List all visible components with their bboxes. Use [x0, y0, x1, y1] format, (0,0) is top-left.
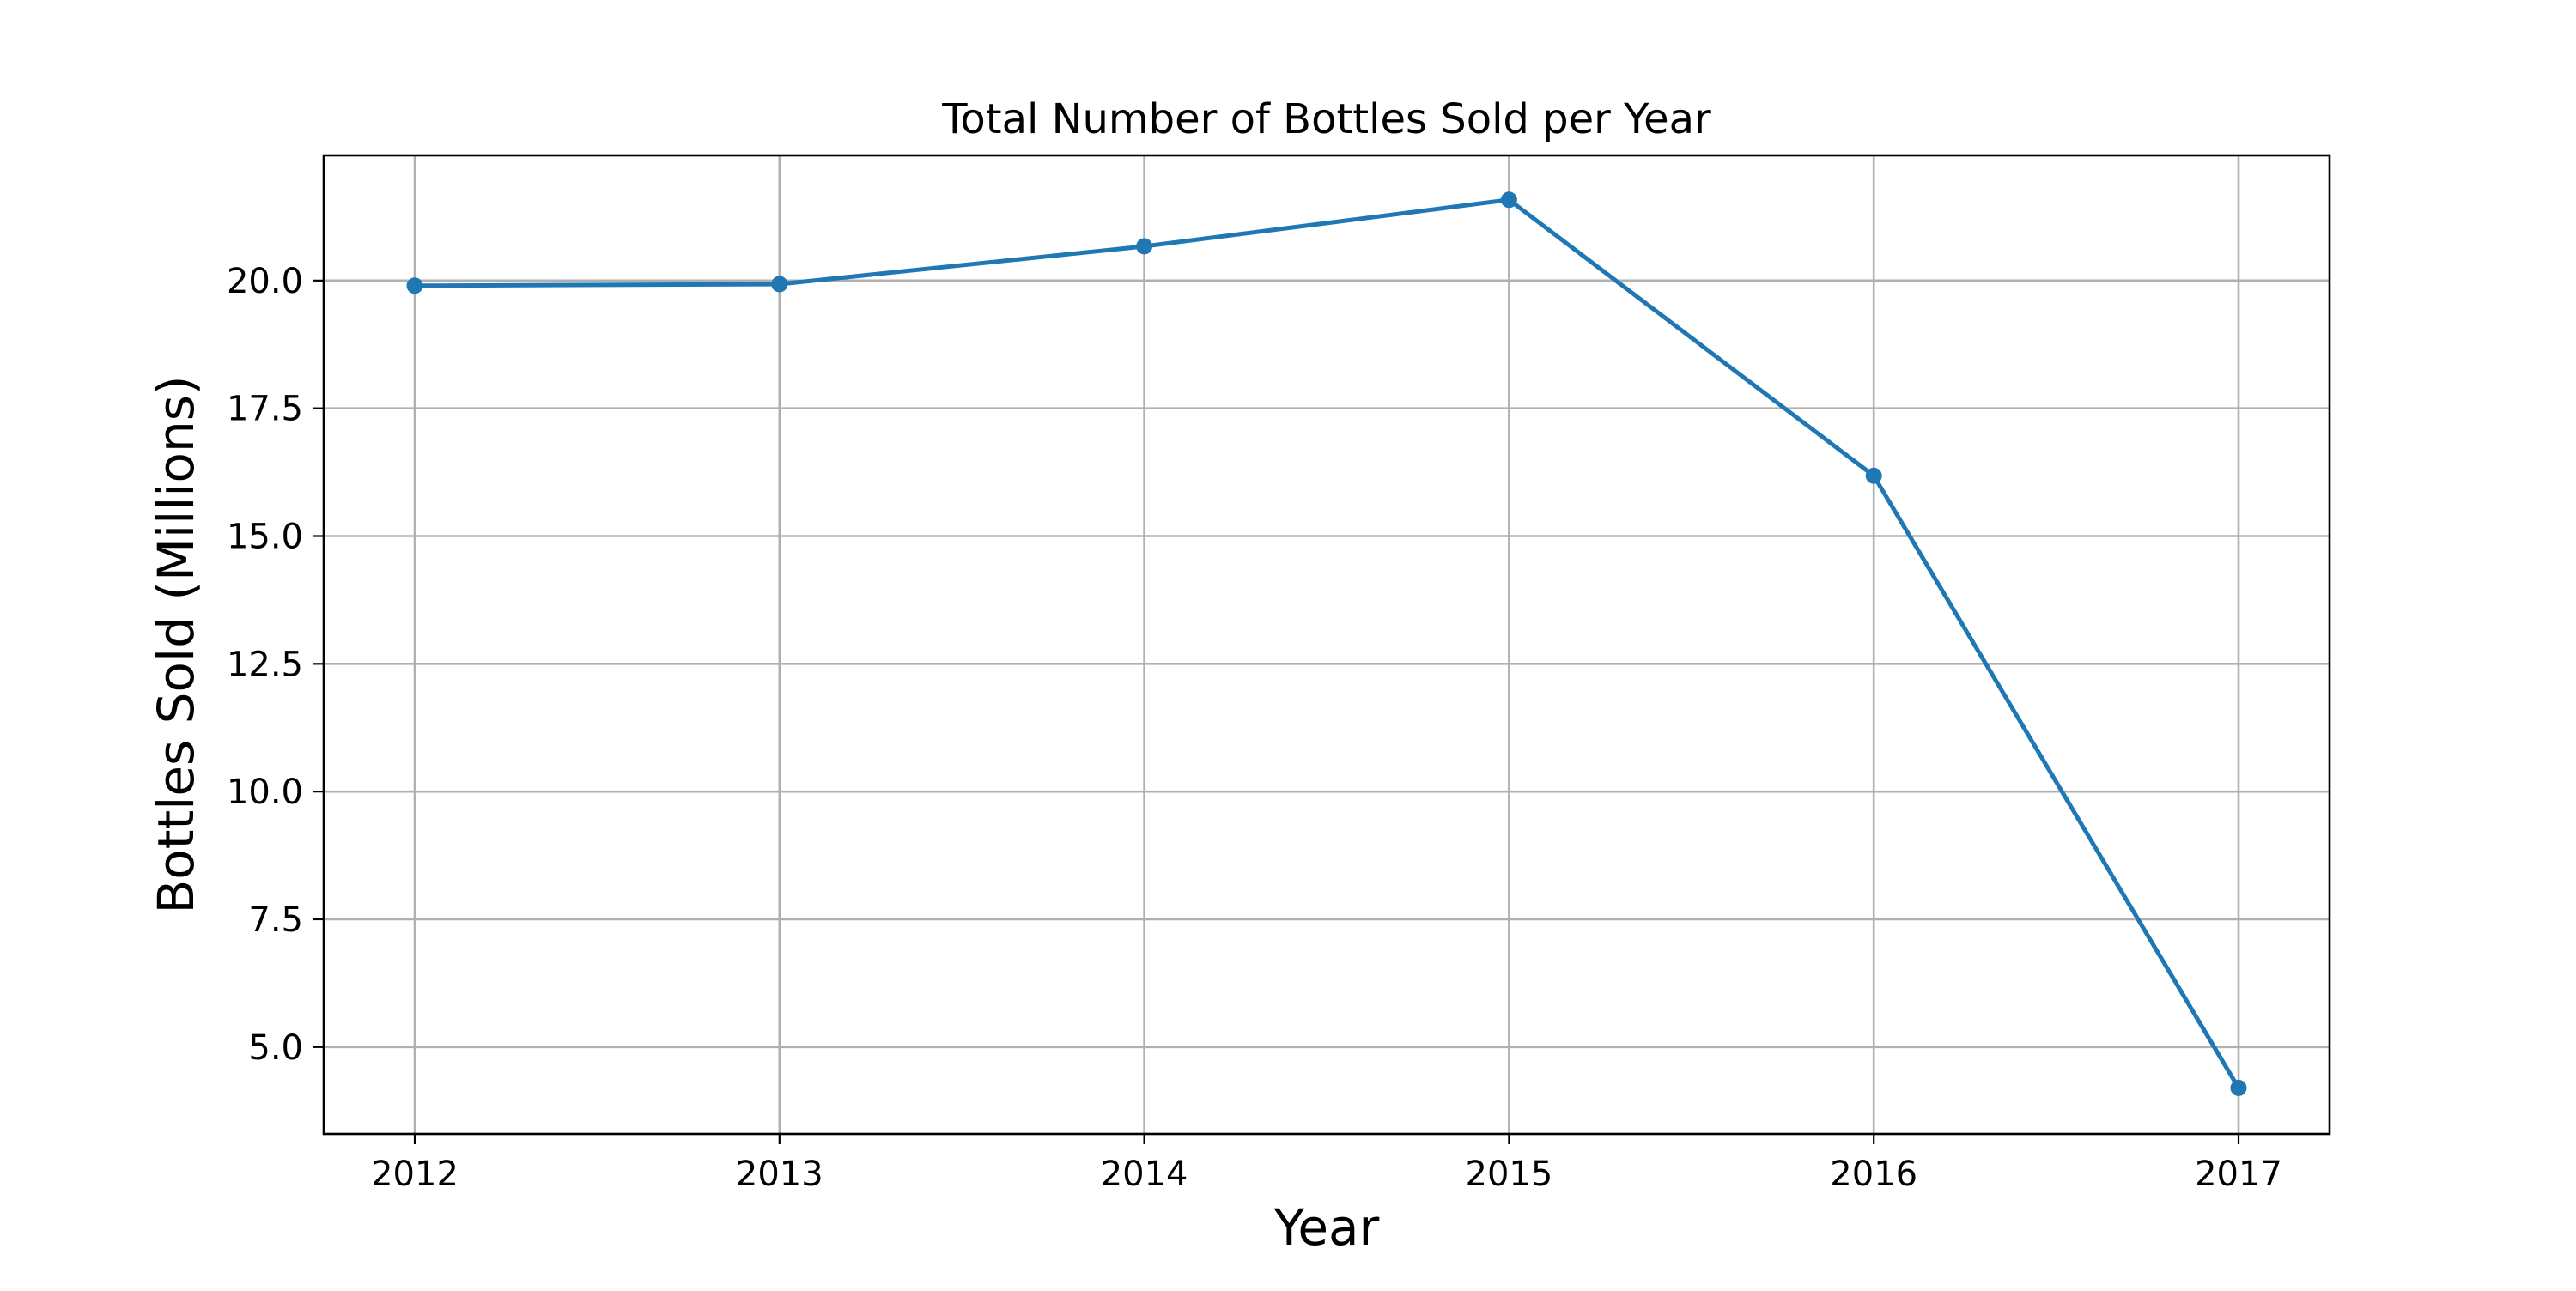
plot-area-frame — [322, 154, 2331, 1136]
data-point-2012 — [406, 277, 423, 294]
data-point-2017 — [2230, 1079, 2247, 1096]
data-point-2016 — [1865, 467, 1882, 484]
y-tick-label: 7.5 — [248, 900, 303, 940]
y-tick-label: 20.0 — [227, 262, 303, 301]
chart-title: Total Number of Bottles Sold per Year — [941, 95, 1711, 143]
y-tick-label: 15.0 — [227, 517, 303, 556]
x-tick-label: 2014 — [1101, 1155, 1188, 1194]
grid-lines — [324, 155, 2330, 1134]
x-tick-label: 2017 — [2195, 1155, 2282, 1194]
series-layer — [406, 191, 2247, 1096]
y-axis-label: Bottles Sold (Millions) — [147, 375, 205, 913]
y-tick-label: 5.0 — [248, 1028, 303, 1068]
x-tick-label: 2016 — [1830, 1155, 1917, 1194]
data-point-2013 — [771, 276, 788, 293]
data-point-2014 — [1136, 238, 1153, 255]
x-tick-label: 2013 — [736, 1155, 823, 1194]
series-line — [412, 197, 2241, 1090]
x-axis-label: Year — [1273, 1198, 1380, 1257]
y-tick-label: 17.5 — [227, 390, 303, 429]
tick-layer: 2012 2013 2014 2015 2016 2017 5.0 7.5 10.0 12.5 15… — [227, 262, 2282, 1194]
data-point-2015 — [1500, 191, 1517, 209]
y-tick-label: 12.5 — [227, 645, 303, 684]
y-tick-label: 10.0 — [227, 773, 303, 812]
x-tick-label: 2015 — [1466, 1155, 1553, 1194]
x-tick-label: 2012 — [371, 1155, 459, 1194]
